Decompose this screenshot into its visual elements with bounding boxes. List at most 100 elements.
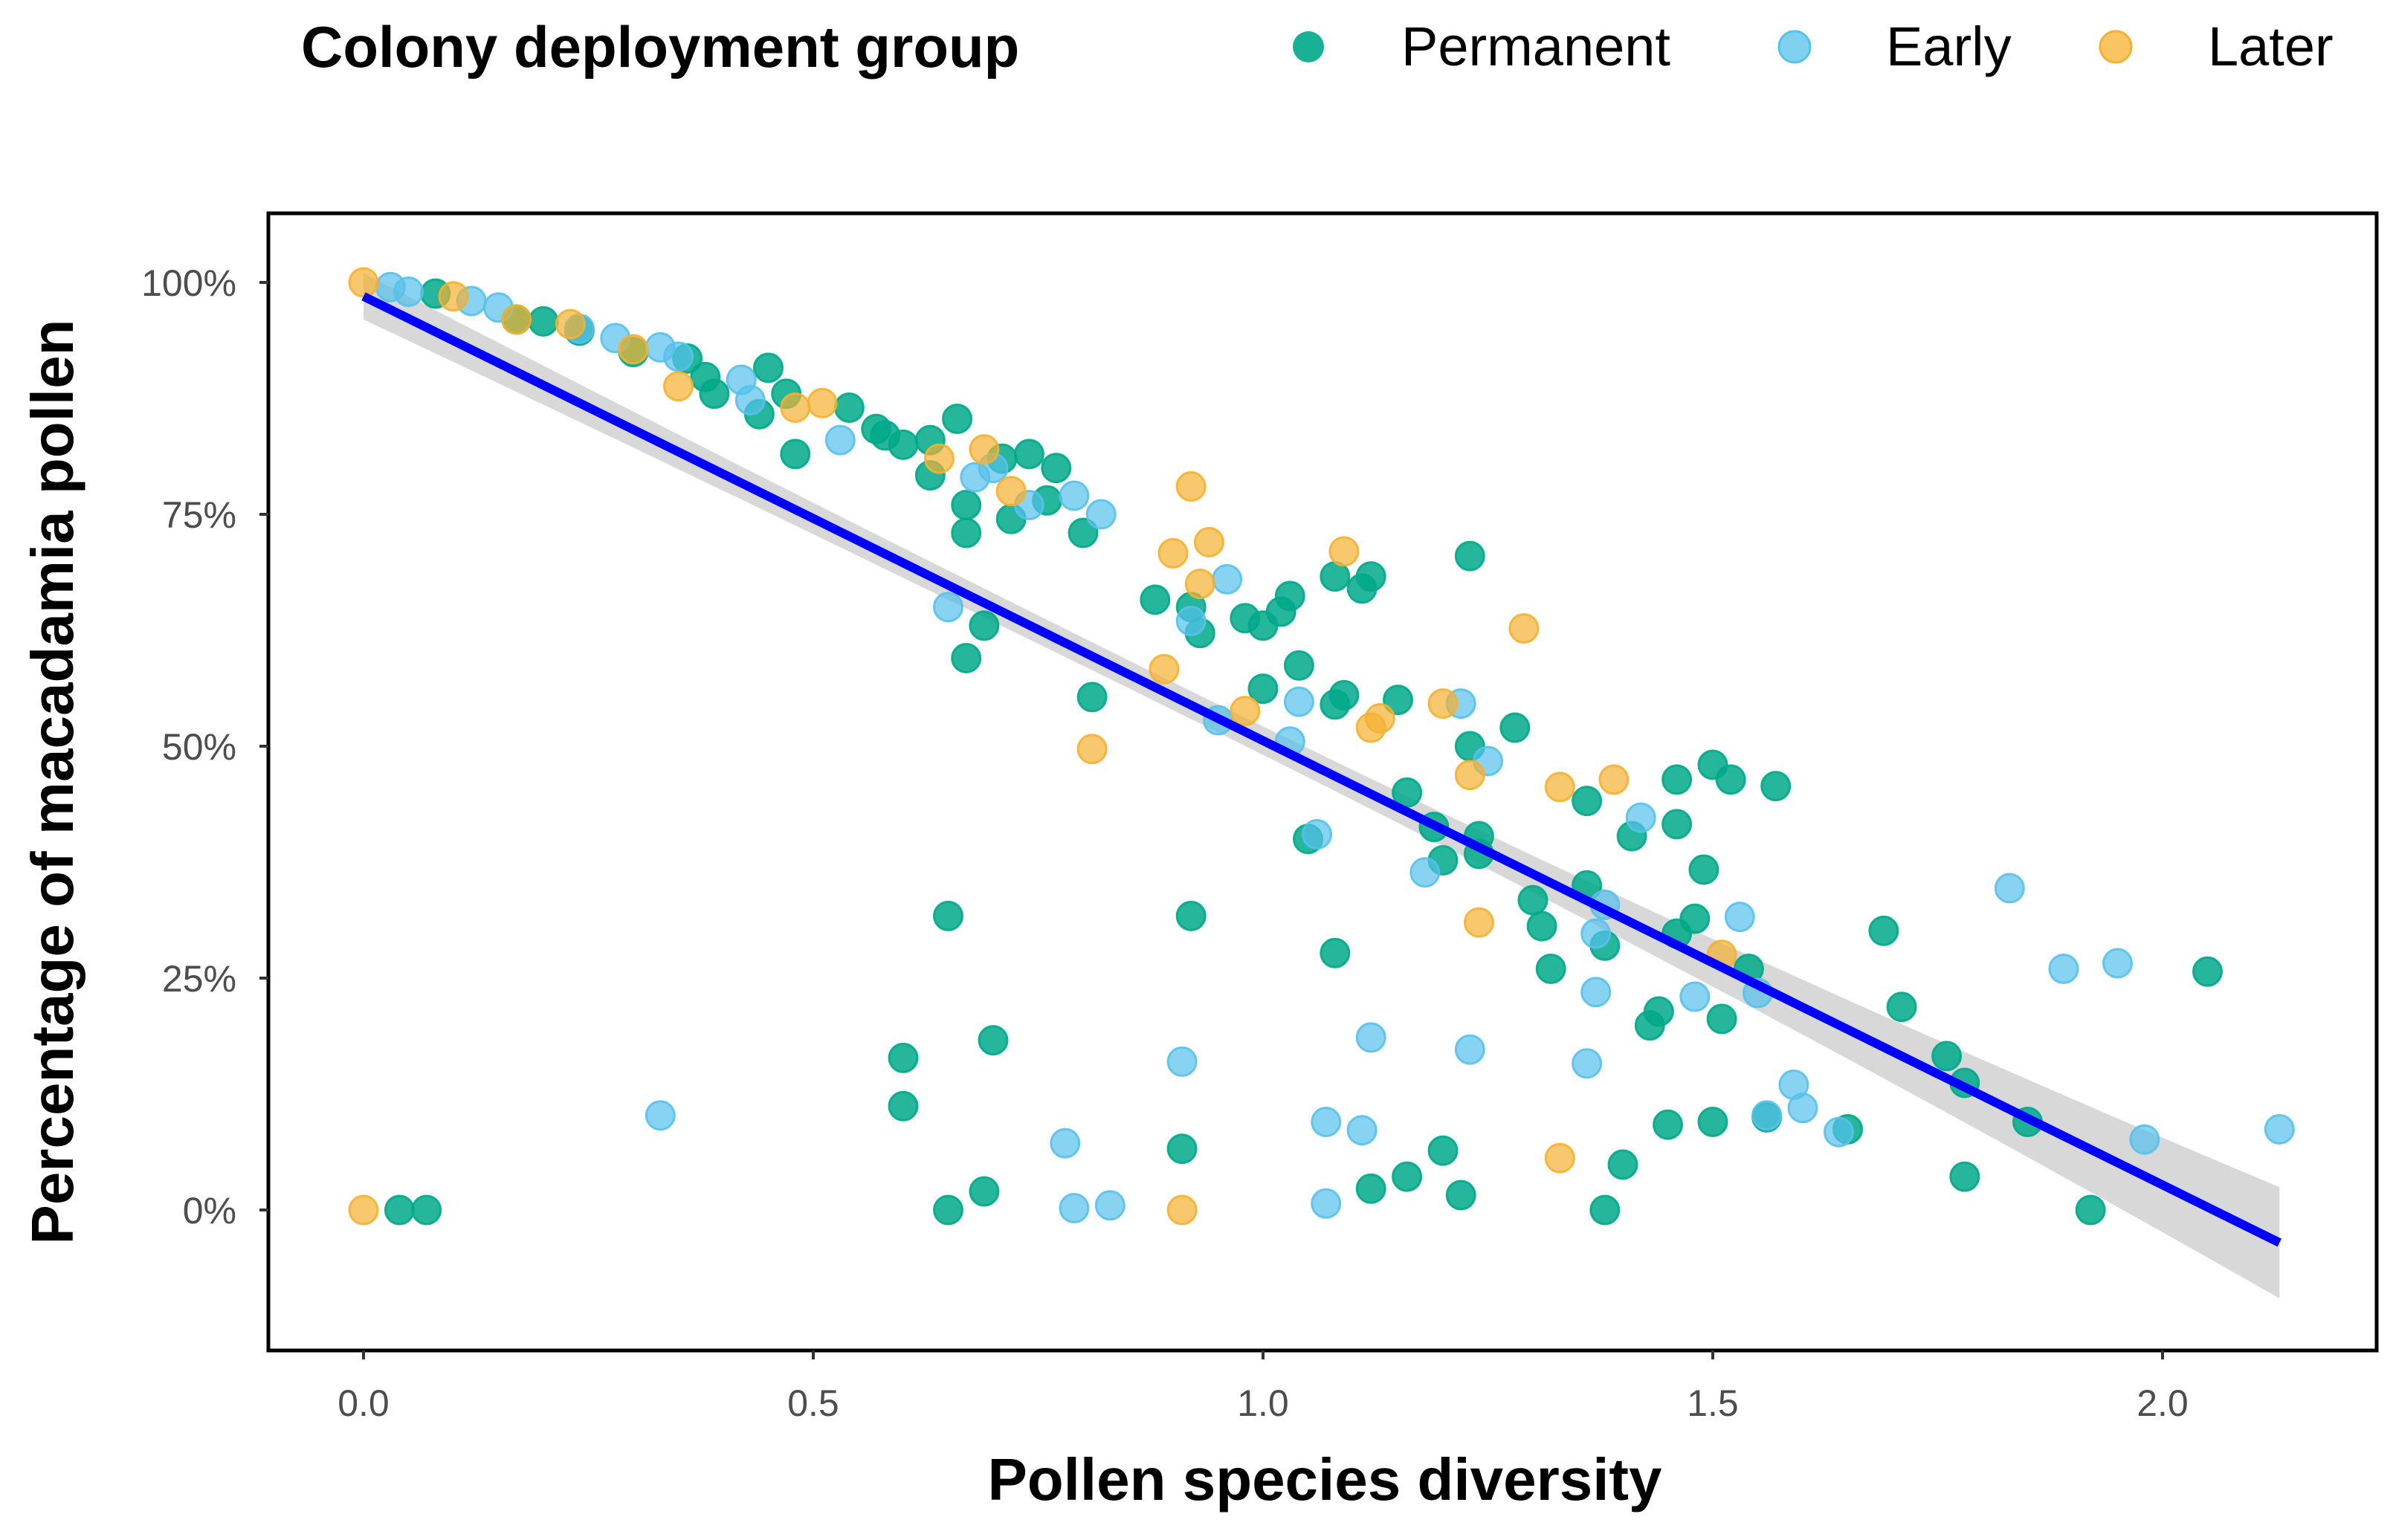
data-point-early <box>1409 857 1441 888</box>
data-point-early <box>1580 918 1612 949</box>
data-point-later <box>1076 734 1108 765</box>
data-point-permanent <box>1392 1161 1423 1192</box>
data-point-permanent <box>1076 682 1108 713</box>
data-point-permanent <box>1706 1003 1737 1035</box>
data-point-permanent <box>1715 764 1746 795</box>
y-tick-label: 75% <box>162 494 236 536</box>
data-point-permanent <box>969 610 1000 641</box>
data-point-permanent <box>1175 900 1207 931</box>
data-point-later <box>438 281 469 312</box>
data-point-permanent <box>1589 1194 1621 1226</box>
data-point-permanent <box>1931 1041 1963 1072</box>
data-point-later <box>1184 569 1215 600</box>
y-axis: 0% 25% 50% 75% 100% <box>141 262 268 1232</box>
data-point-early <box>2264 1113 2295 1145</box>
x-tick-label: 1.0 <box>1237 1382 1289 1424</box>
y-tick-label: 0% <box>183 1190 236 1232</box>
legend: Colony deployment group Permanent Early … <box>301 14 2334 80</box>
data-point-permanent <box>1283 650 1314 681</box>
data-point-later <box>1544 1142 1575 1174</box>
data-point-early <box>824 424 856 456</box>
data-point-later <box>1598 764 1630 795</box>
data-point-early <box>1212 563 1243 595</box>
data-point-permanent <box>1320 937 1351 968</box>
data-point-permanent <box>978 1025 1009 1056</box>
data-point-early <box>2102 948 2133 979</box>
data-point-early <box>1679 981 1711 1012</box>
data-point-permanent <box>951 490 982 521</box>
data-point-later <box>348 267 379 298</box>
data-point-permanent <box>384 1194 415 1226</box>
data-point-permanent <box>1661 764 1693 795</box>
legend-title: Colony deployment group <box>301 14 1019 80</box>
data-point-early <box>1751 1100 1783 1131</box>
data-point-later <box>969 434 1000 465</box>
data-point-later <box>1355 712 1386 743</box>
data-point-permanent <box>933 900 963 931</box>
series-later <box>348 267 1737 1226</box>
data-point-early <box>1625 802 1656 833</box>
data-point-permanent <box>1041 453 1072 484</box>
data-point-permanent <box>2192 956 2223 987</box>
data-point-later <box>807 387 838 418</box>
data-point-later <box>1193 526 1224 557</box>
data-point-permanent <box>933 1194 963 1226</box>
data-point-permanent <box>888 1090 919 1122</box>
data-point-permanent <box>1247 673 1279 705</box>
data-point-early <box>1059 480 1090 511</box>
data-point-later <box>348 1194 379 1226</box>
data-point-early <box>1050 1128 1081 1159</box>
data-point-permanent <box>1634 1010 1665 1041</box>
legend-key-early <box>1777 30 1812 64</box>
data-point-permanent <box>1607 1149 1638 1180</box>
y-tick-label: 25% <box>162 958 236 1000</box>
data-point-early <box>1059 1193 1090 1224</box>
data-point-later <box>1544 771 1575 803</box>
data-point-later <box>1427 688 1459 719</box>
data-point-later <box>1149 653 1180 685</box>
data-point-later <box>1166 1194 1198 1226</box>
data-point-permanent <box>1760 771 1792 802</box>
x-tick-label: 1.5 <box>1687 1382 1739 1424</box>
data-point-later <box>618 334 649 365</box>
legend-key-later <box>2099 30 2133 64</box>
data-point-early <box>1346 1115 1378 1146</box>
data-point-permanent <box>1320 689 1351 720</box>
data-point-early <box>1355 1022 1386 1053</box>
data-point-permanent <box>1383 685 1413 716</box>
data-point-early <box>1580 977 1612 1008</box>
data-point-permanent <box>1535 954 1566 985</box>
legend-label-permanent: Permanent <box>1401 16 1670 77</box>
data-point-later <box>501 304 532 335</box>
data-point-early <box>1085 499 1117 530</box>
data-point-permanent <box>1265 596 1296 627</box>
data-point-permanent <box>969 1176 1000 1207</box>
data-point-permanent <box>1949 1161 1980 1192</box>
data-point-early <box>393 276 424 307</box>
data-point-permanent <box>780 439 811 470</box>
data-point-permanent <box>1697 1106 1728 1137</box>
series-early <box>375 271 2295 1224</box>
data-point-later <box>1157 537 1189 569</box>
confidence-band <box>364 273 2280 1298</box>
data-point-permanent <box>1445 1180 1476 1211</box>
data-point-permanent <box>1653 1109 1683 1140</box>
data-point-early <box>2048 954 2079 985</box>
data-point-early <box>734 384 766 415</box>
data-point-later <box>995 476 1027 507</box>
y-tick-label: 100% <box>141 262 236 304</box>
data-point-permanent <box>1392 777 1423 808</box>
data-point-later <box>1175 471 1207 502</box>
data-point-later <box>555 308 586 340</box>
data-point-permanent <box>1526 910 1557 942</box>
data-point-permanent <box>888 429 919 460</box>
data-point-permanent <box>699 378 730 410</box>
y-axis-title: Percentage of macadamia pollen <box>19 320 85 1245</box>
data-point-permanent <box>1499 712 1531 743</box>
data-point-permanent <box>528 305 559 337</box>
confidence-band-layer <box>364 273 2280 1298</box>
x-tick-label: 2.0 <box>2137 1382 2189 1424</box>
data-point-early <box>663 341 694 372</box>
data-point-later <box>1230 696 1261 727</box>
x-tick-label: 0.5 <box>787 1382 839 1424</box>
